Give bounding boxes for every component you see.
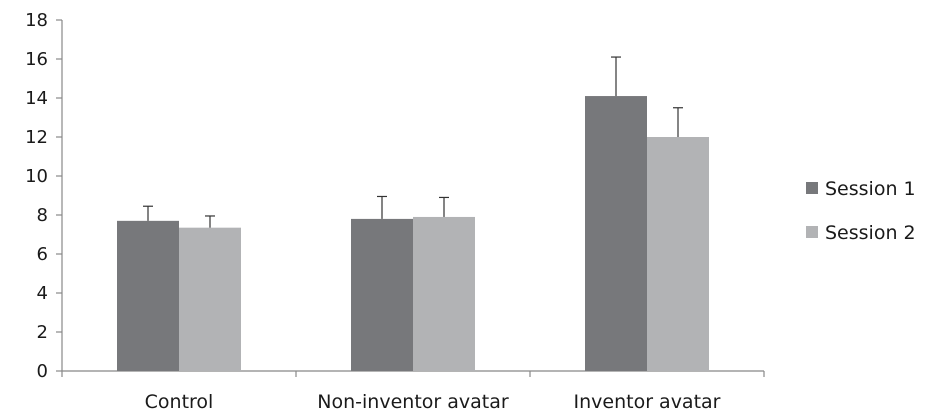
y-tick-label: 0 [37, 361, 48, 382]
x-category-label: Inventor avatar [574, 391, 721, 413]
y-tick-label: 14 [25, 88, 48, 109]
legend-swatch [806, 226, 818, 238]
y-axis: 0 2 4 6 8 10 12 14 16 18 [25, 10, 62, 382]
y-tick-label: 16 [25, 49, 48, 70]
legend-label: Session 1 [825, 178, 916, 200]
bars [117, 96, 709, 371]
x-axis: Control Non-inventor avatar Inventor avata… [62, 371, 764, 413]
y-tick-label: 8 [37, 205, 48, 226]
legend-swatch [806, 182, 818, 194]
bar-session-1-non-inventor-avatar [351, 219, 413, 371]
bar-session-2-inventor-avatar [647, 137, 709, 371]
y-tick-label: 2 [37, 322, 48, 343]
legend-label: Session 2 [825, 222, 916, 244]
y-tick-label: 18 [25, 10, 48, 31]
x-category-label: Non-inventor avatar [317, 391, 509, 413]
y-tick-label: 6 [37, 244, 48, 265]
legend: Session 1 Session 2 [806, 178, 916, 244]
y-tick-label: 10 [25, 166, 48, 187]
y-tick-label: 4 [37, 283, 48, 304]
bar-session-1-control [117, 221, 179, 371]
x-category-label: Control [145, 391, 214, 413]
bar-session-1-inventor-avatar [585, 96, 647, 371]
y-tick-label: 12 [25, 127, 48, 148]
bar-session-2-control [179, 228, 241, 371]
bar-session-2-non-inventor-avatar [413, 217, 475, 371]
